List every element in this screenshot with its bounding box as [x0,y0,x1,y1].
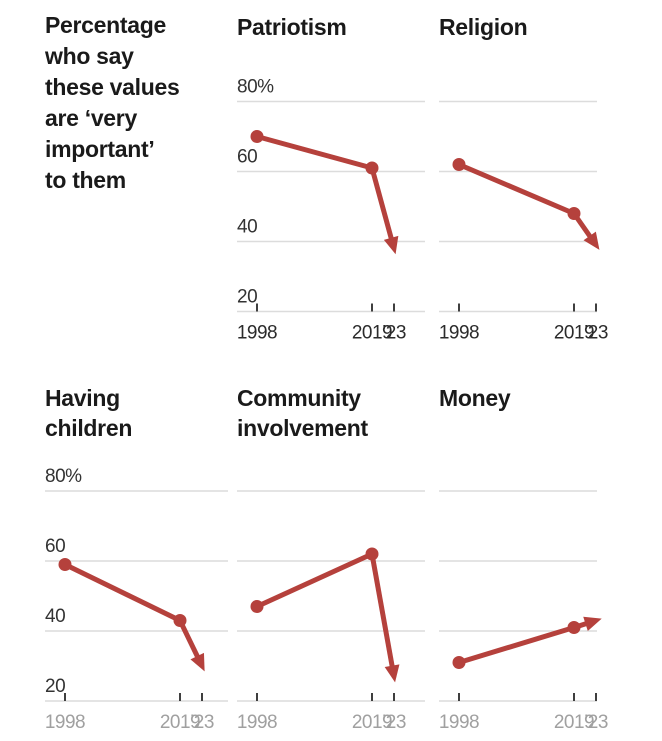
trend-line-segment [573,620,589,630]
trend-arrowhead [583,616,602,631]
x-axis-label: 2019 [554,323,594,344]
y-axis-label: 40 [237,217,257,238]
trend-line-segment [571,212,593,240]
y-axis-label: 20 [45,676,65,697]
x-axis-label: 1998 [45,712,85,733]
data-point-dot [250,130,264,143]
y-axis-label: 60 [45,536,65,557]
x-axis-label: 1998 [439,323,479,344]
x-axis-label: 2019 [352,712,392,733]
trend-line-segment [256,134,373,171]
data-point-dot [58,558,72,571]
x-axis-label: ’23 [190,712,214,733]
data-point-dot [452,656,466,669]
trend-line-segment [369,167,395,241]
trend-arrowhead [383,235,399,255]
x-axis-label: 1998 [237,323,277,344]
chart-description: Percentage who say these values are ‘ver… [45,10,240,196]
y-axis-label: 20 [237,287,257,308]
panel-title-patriotism: Patriotism [237,14,347,40]
trend-line-segment [369,553,395,669]
x-axis-label: ’23 [584,712,608,733]
chart-description-line: these values [45,74,180,100]
x-axis-label: ’23 [382,323,406,344]
chart-description-line: to them [45,167,126,193]
chart-description-line: important’ [45,136,155,162]
x-axis-label: 2019 [554,712,594,733]
trend-line-segment [63,562,182,623]
x-axis-label: 2019 [160,712,200,733]
chart-description-line: who say [45,43,134,69]
x-axis-label: ’23 [584,323,608,344]
x-axis-label: ’23 [382,712,406,733]
trend-arrowhead [583,231,600,250]
y-axis-label: 80% [237,77,274,98]
chart-description-line: Percentage [45,12,167,38]
panel-title-having-children: Having children [45,385,133,441]
x-axis-label: 1998 [237,712,277,733]
y-axis-label: 60 [237,147,257,168]
y-axis-label: 80% [45,466,82,487]
trend-arrowhead [190,652,205,672]
x-axis-label: 1998 [439,712,479,733]
panel-title-religion: Religion [439,14,528,40]
trend-line-segment [458,625,575,665]
data-point-dot [250,600,264,613]
trend-line-segment [458,162,575,216]
trend-arrowhead [384,664,400,683]
data-point-dot [452,158,466,171]
chart-description-line: are ‘very [45,105,137,131]
trend-line-segment [177,619,201,659]
trend-line-segment [255,551,374,609]
y-axis-label: 40 [45,606,65,627]
panel-title-money: Money [439,385,511,411]
panel-title-community-involvement: Community involvement [237,385,368,441]
x-axis-label: 2019 [352,323,392,344]
